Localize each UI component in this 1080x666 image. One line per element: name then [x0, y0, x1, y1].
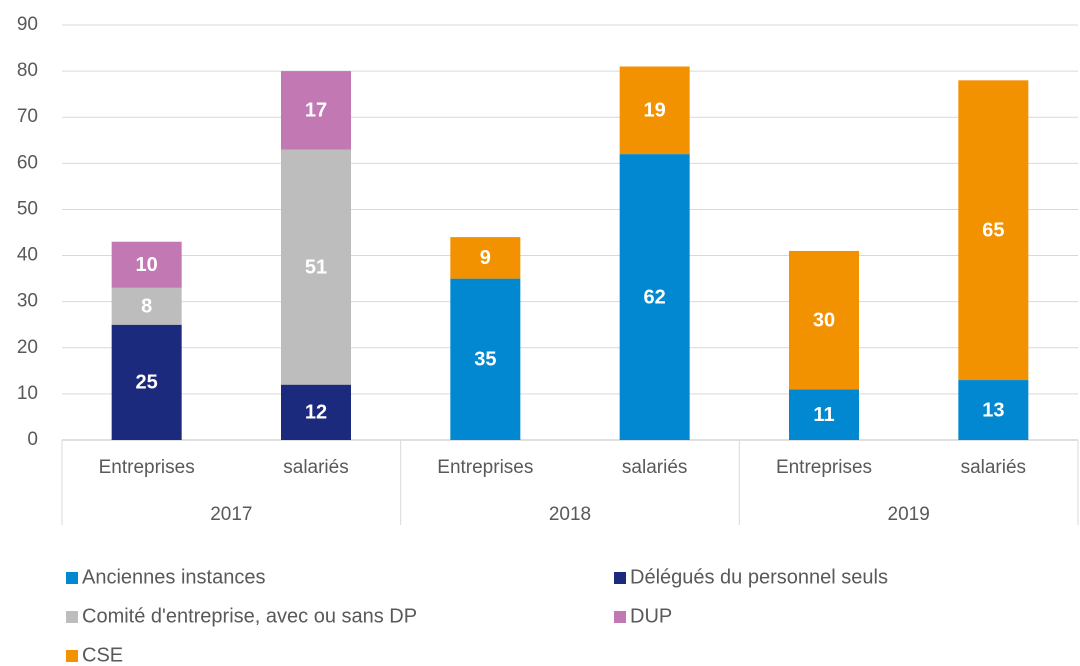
value-label: 11: [813, 404, 834, 426]
group-label: 2018: [549, 504, 591, 525]
y-tick-label: 50: [17, 198, 38, 219]
value-label: 35: [474, 349, 496, 371]
bar-segment: [281, 149, 351, 385]
y-tick-label: 90: [17, 14, 38, 35]
group-label: 2019: [888, 504, 930, 525]
bar-segment: [450, 278, 521, 440]
value-label: 30: [813, 309, 835, 331]
x-tick-label: Entreprises: [776, 457, 872, 478]
value-label: 25: [136, 372, 158, 394]
x-tick-label: salariés: [283, 457, 348, 478]
legend-swatch: [614, 611, 626, 623]
bar-segment: [281, 384, 351, 440]
bar-segment: [619, 154, 690, 440]
bar-segment: [789, 389, 859, 440]
legend-label: Anciennes instances: [82, 566, 265, 588]
value-label: 8: [141, 296, 152, 318]
bar-segment: [450, 237, 521, 279]
bar-segment: [789, 250, 859, 390]
y-tick-label: 70: [17, 106, 38, 127]
bar-segment: [281, 71, 351, 150]
value-label: 17: [305, 100, 327, 122]
y-tick-label: 10: [17, 383, 38, 404]
value-label: 10: [136, 254, 158, 276]
bar-segment: [111, 241, 182, 288]
group-label: 2017: [210, 504, 252, 525]
legend-label: CSE: [82, 644, 123, 666]
x-tick-label: Entreprises: [437, 457, 533, 478]
x-tick-label: salariés: [622, 457, 687, 478]
legend-label: Délégués du personnel seuls: [630, 566, 888, 588]
legend-label: Comité d'entreprise, avec ou sans DP: [82, 605, 417, 627]
y-tick-label: 0: [27, 429, 38, 450]
bar-segment: [111, 287, 182, 325]
x-tick-label: Entreprises: [99, 457, 195, 478]
y-tick-label: 80: [17, 60, 38, 81]
value-label: 12: [305, 402, 327, 424]
value-label: 51: [305, 256, 327, 278]
y-tick-label: 60: [17, 152, 38, 173]
bar-segment: [111, 324, 182, 440]
value-label: 13: [982, 399, 1004, 421]
value-label: 62: [644, 286, 666, 308]
legend-label: DUP: [630, 605, 672, 627]
y-tick-label: 40: [17, 245, 38, 266]
y-tick-label: 20: [17, 337, 38, 358]
y-tick-label: 30: [17, 291, 38, 312]
legend-swatch: [66, 611, 78, 623]
legend-swatch: [66, 650, 78, 662]
bar-segment: [619, 66, 690, 155]
bar-segment: [958, 380, 1029, 440]
value-label: 19: [644, 100, 666, 122]
x-tick-label: salariés: [961, 457, 1026, 478]
value-label: 9: [480, 247, 491, 269]
legend-swatch: [66, 572, 78, 584]
value-label: 65: [982, 219, 1004, 241]
legend-swatch: [614, 572, 626, 584]
bar-segment: [958, 80, 1029, 381]
